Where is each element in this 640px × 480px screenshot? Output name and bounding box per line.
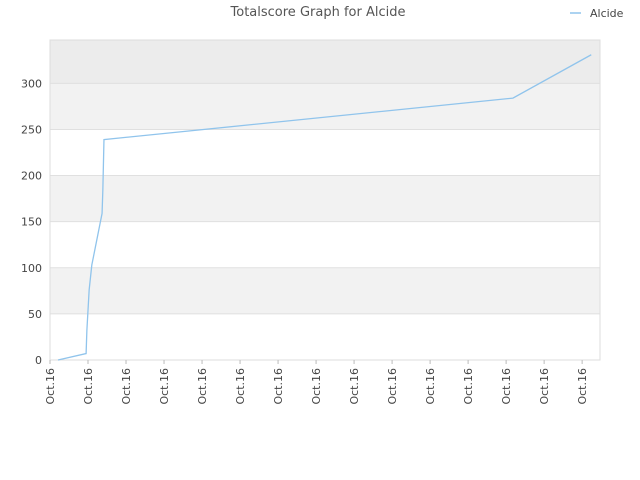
legend-label: Alcide bbox=[590, 7, 624, 20]
x-tick-label: Oct.16 bbox=[500, 368, 513, 405]
y-tick-label: 150 bbox=[21, 216, 42, 229]
x-tick-label: Oct.16 bbox=[120, 368, 133, 405]
x-tick-label: Oct.16 bbox=[348, 368, 361, 405]
x-tick-label: Oct.16 bbox=[462, 368, 475, 405]
y-tick-label: 250 bbox=[21, 123, 42, 136]
y-tick-label: 50 bbox=[28, 308, 42, 321]
x-tick-label: Oct.16 bbox=[576, 368, 589, 405]
band bbox=[50, 175, 600, 222]
x-tick-label: Oct.16 bbox=[386, 368, 399, 405]
x-tick-label: Oct.16 bbox=[424, 368, 437, 405]
y-tick-label: 300 bbox=[21, 77, 42, 90]
x-tick-label: Oct.16 bbox=[538, 368, 551, 405]
x-tick-label: Oct.16 bbox=[82, 368, 95, 405]
band bbox=[50, 313, 600, 360]
band bbox=[50, 129, 600, 176]
plot-frame bbox=[49, 39, 601, 361]
band bbox=[50, 267, 600, 314]
x-tick-label: Oct.16 bbox=[196, 368, 209, 405]
band bbox=[50, 221, 600, 268]
y-tick-label: 0 bbox=[35, 354, 42, 367]
x-tick-label: Oct.16 bbox=[234, 368, 247, 405]
x-tick-label: Oct.16 bbox=[272, 368, 285, 405]
chart-title: Totalscore Graph for Alcide bbox=[230, 5, 406, 20]
band bbox=[50, 83, 600, 130]
y-tick-label: 200 bbox=[21, 170, 42, 183]
series-line bbox=[57, 54, 592, 361]
y-tick-label: 100 bbox=[21, 262, 42, 275]
x-tick-label: Oct.16 bbox=[44, 368, 57, 405]
x-tick-label: Oct.16 bbox=[310, 368, 323, 405]
x-tick-label: Oct.16 bbox=[158, 368, 171, 405]
